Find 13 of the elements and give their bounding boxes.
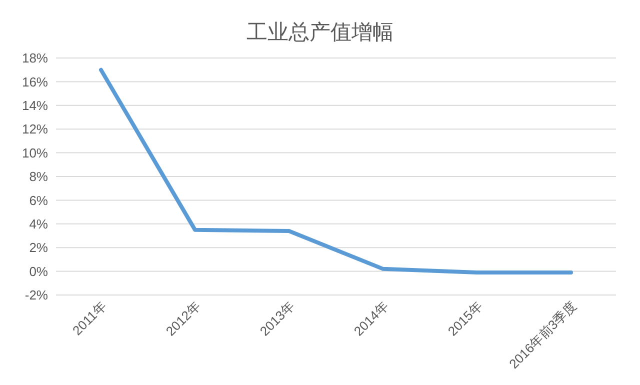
y-tick-label: -2% xyxy=(24,288,48,303)
y-tick-label: 16% xyxy=(22,74,48,90)
line-series xyxy=(99,68,573,274)
y-tick-label: 8% xyxy=(29,169,48,184)
y-tick-label: 10% xyxy=(22,145,48,160)
y-tick-label: 6% xyxy=(29,192,48,208)
chart-title: 工业总产值增幅 xyxy=(246,20,394,46)
y-tick-label: 12% xyxy=(22,122,48,137)
y-tick-label: 4% xyxy=(29,216,48,232)
y-tick-label: 2% xyxy=(29,240,48,256)
y-tick-label: 18% xyxy=(22,50,48,66)
y-tick-label: 14% xyxy=(22,98,48,114)
y-tick-label: 0% xyxy=(29,264,48,279)
